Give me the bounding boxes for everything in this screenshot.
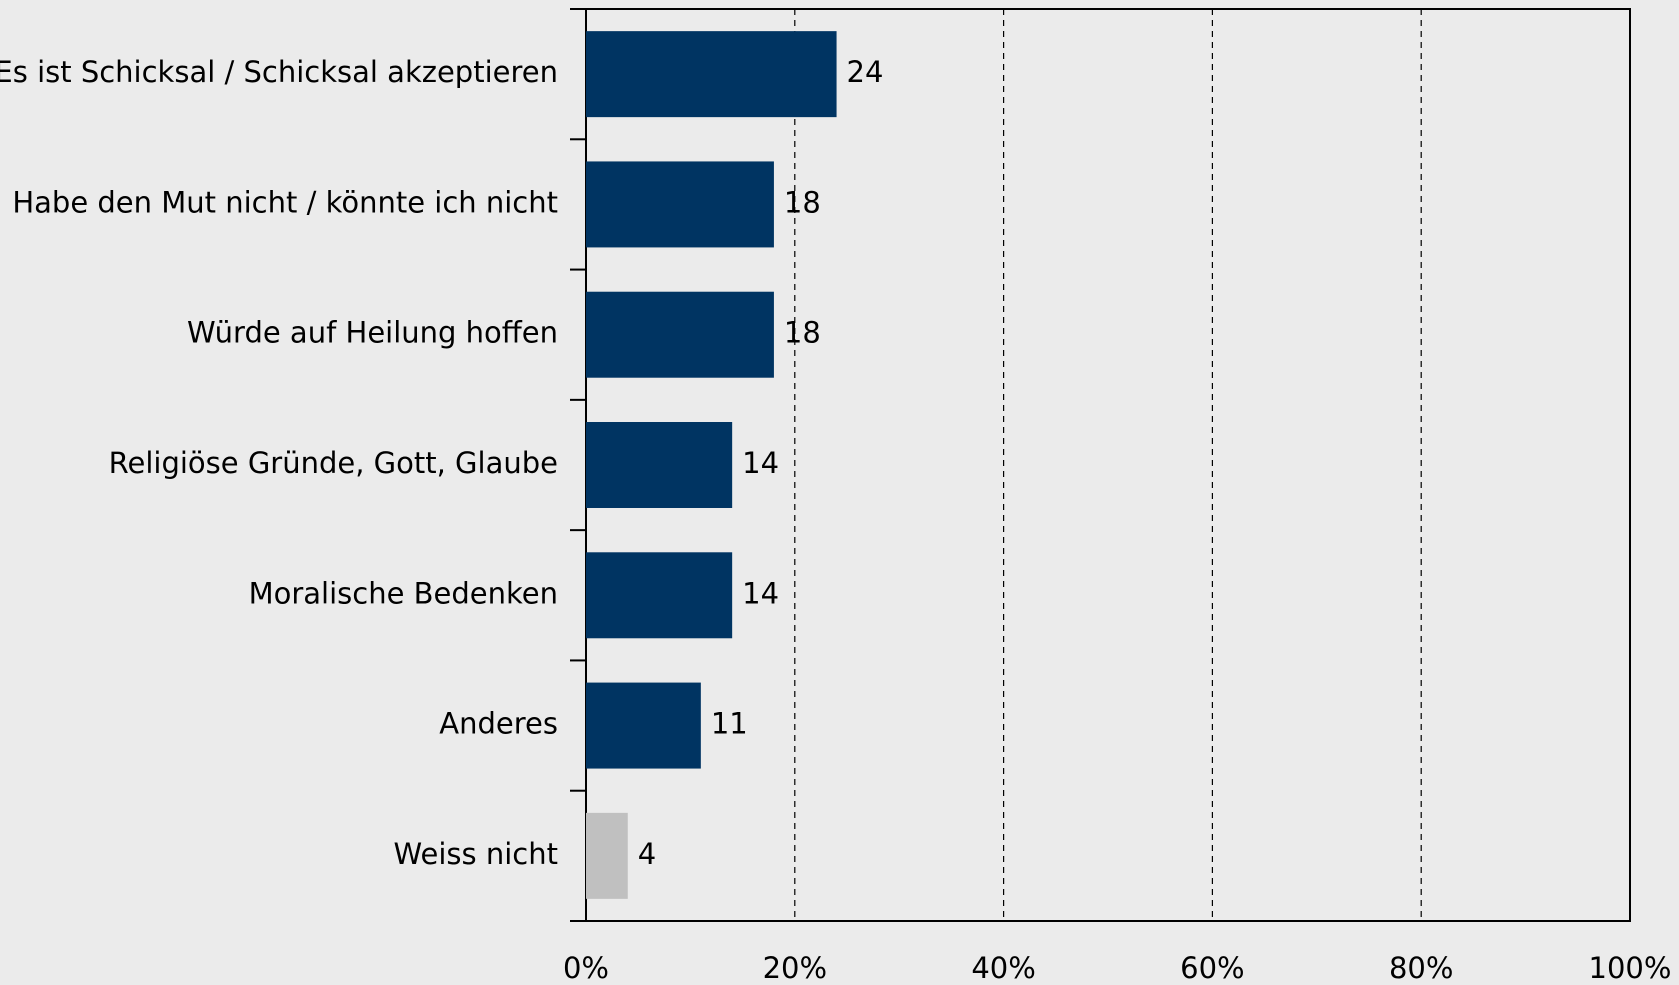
category-label: Weiss nicht (394, 837, 558, 871)
x-tick-label: 60% (1180, 951, 1244, 985)
category-label: Moralische Bedenken (249, 576, 558, 610)
value-label: 18 (784, 185, 821, 219)
bar (586, 31, 837, 118)
value-label: 11 (711, 707, 748, 741)
value-label: 14 (742, 576, 779, 610)
value-label: 18 (784, 316, 821, 350)
x-tick-label: 20% (763, 951, 827, 985)
x-tick-label: 100% (1589, 951, 1672, 985)
category-label: Anderes (439, 707, 558, 741)
x-tick-label: 40% (971, 951, 1035, 985)
x-tick-label: 0% (563, 951, 609, 985)
bar (586, 161, 774, 248)
bar (586, 291, 774, 378)
category-label: Würde auf Heilung hoffen (187, 316, 558, 350)
value-label: 14 (742, 446, 779, 480)
bar (586, 682, 701, 769)
category-label: Religiöse Gründe, Gott, Glaube (109, 446, 558, 480)
x-tick-label: 80% (1389, 951, 1453, 985)
bar (586, 552, 733, 639)
bar (586, 812, 628, 899)
value-label: 24 (847, 55, 884, 89)
value-label: 4 (638, 837, 656, 871)
category-label: Habe den Mut nicht / könnte ich nicht (12, 185, 558, 219)
category-label: Es ist Schicksal / Schicksal akzeptieren (0, 55, 558, 89)
bar (586, 422, 733, 508)
